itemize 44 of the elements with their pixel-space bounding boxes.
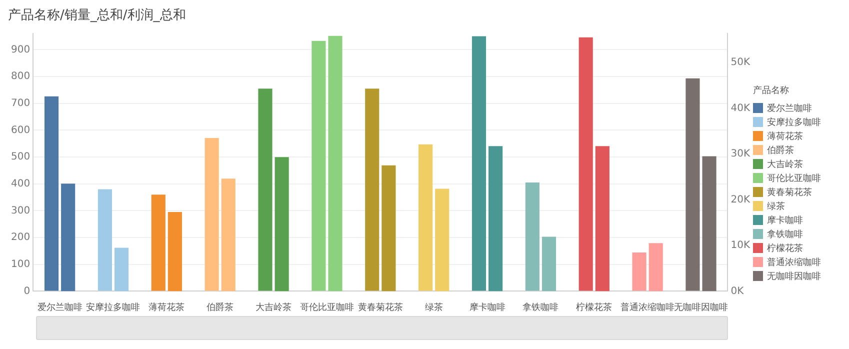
y-tick-label: 0 xyxy=(24,286,30,297)
x-tick-label: 绿茶 xyxy=(424,302,443,313)
category-label: 伯爵茶 xyxy=(767,146,794,156)
chart-title: 产品名称/销量_总和/利润_总和 xyxy=(8,8,186,24)
x-tick-label: 摩卡咖啡 xyxy=(469,302,506,313)
y2-tick-label: 10K xyxy=(730,240,750,252)
x-tick-label: 安摩拉多咖啡 xyxy=(86,302,140,313)
category-label: 黄春菊花茶 xyxy=(767,188,812,198)
y2-tick-label: 0K xyxy=(730,286,744,297)
x-tick-label: 黄春菊花茶 xyxy=(358,302,403,313)
x-tick-label: 爱尔兰咖啡 xyxy=(37,302,82,313)
x-tick-label: 薄荷花茶 xyxy=(148,302,185,313)
x-tick-label: 柠檬花茶 xyxy=(576,302,612,313)
category-label: 无咖啡因咖啡 xyxy=(767,272,821,282)
y-tick-label: 800 xyxy=(10,71,30,82)
category-label: 绿茶 xyxy=(767,202,785,212)
category-label: 薄荷花茶 xyxy=(767,132,803,142)
x-tick-label: 普通浓缩咖啡 xyxy=(620,302,675,313)
y-tick-label: 400 xyxy=(10,178,30,190)
category-label: 普通浓缩咖啡 xyxy=(767,258,821,268)
y2-tick-label: 40K xyxy=(730,102,750,114)
y-tick-label: 500 xyxy=(10,152,30,163)
y2-tick-label: 20K xyxy=(730,194,750,206)
y-tick-label: 100 xyxy=(10,258,30,270)
y-tick-label: 300 xyxy=(10,205,30,216)
category-label: 摩卡咖啡 xyxy=(767,216,803,226)
y2-tick-label: 30K xyxy=(730,148,750,160)
category-label: 安摩拉多咖啡 xyxy=(767,118,821,128)
x-tick-label: 大吉岭茶 xyxy=(256,302,292,313)
x-tick-label: 无咖啡因咖啡 xyxy=(674,302,728,313)
category-label: 柠檬花茶 xyxy=(767,244,803,254)
x-tick-label: 哥伦比亚咖啡 xyxy=(300,302,354,313)
category-label: 拿铁咖啡 xyxy=(767,230,803,240)
y-tick-label: 900 xyxy=(10,44,30,56)
category-label: 大吉岭茶 xyxy=(767,160,803,170)
y2-tick-label: 50K xyxy=(730,57,750,68)
y-tick-label: 200 xyxy=(10,232,30,244)
y-tick-label: 700 xyxy=(10,98,30,109)
legend-title: 产品名称 xyxy=(753,84,790,97)
x-tick-label: 拿铁咖啡 xyxy=(522,302,559,313)
y-tick-label: 600 xyxy=(10,124,30,136)
category-label: 爱尔兰咖啡 xyxy=(767,104,812,114)
category-label: 哥伦比亚咖啡 xyxy=(767,174,821,184)
x-tick-label: 伯爵茶 xyxy=(206,302,234,313)
